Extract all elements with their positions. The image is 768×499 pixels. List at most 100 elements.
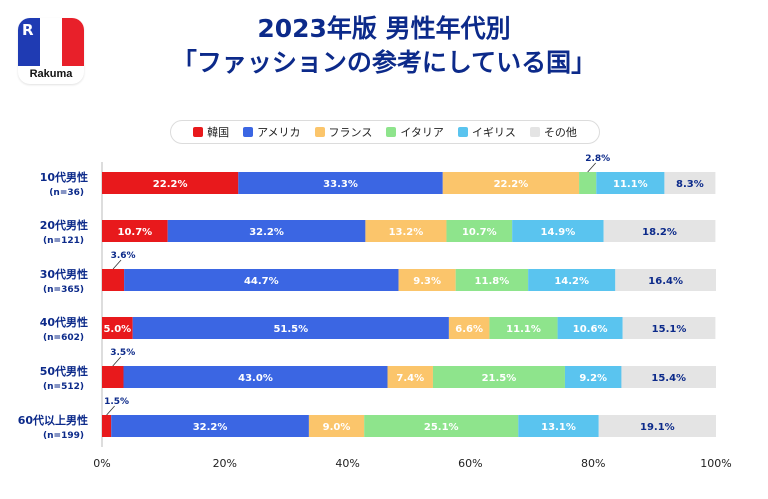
bar-segment-usa [111, 415, 309, 437]
data-label: 10.7% [462, 227, 497, 238]
data-label: 9.0% [323, 422, 351, 433]
data-label: 32.2% [249, 227, 284, 238]
category-label: 20代男性 [40, 218, 88, 232]
bar-segment-korea [102, 172, 239, 194]
legend-label: イギリス [471, 126, 516, 139]
legend-label: その他 [543, 126, 577, 139]
bar-segment-france [448, 317, 490, 339]
logo-letter: R [22, 21, 34, 39]
bar-segment-other [598, 415, 716, 437]
bar-segment-italy [455, 269, 529, 291]
data-label: 13.2% [389, 227, 424, 238]
data-label: 13.1% [541, 422, 576, 433]
x-tick-label: 0% [93, 457, 110, 470]
data-label: 5.0% [103, 324, 131, 335]
data-label: 7.4% [396, 373, 424, 384]
legend-swatch [243, 127, 254, 137]
title-line-1: 2023年版 男性年代別 [257, 14, 511, 43]
bar-segment-other [615, 269, 716, 291]
data-label: 43.0% [238, 373, 273, 384]
bar-segment-other [622, 317, 716, 339]
bar-segment-france [387, 366, 433, 388]
callout-line [587, 162, 596, 173]
category-n-label: (n=36) [49, 188, 84, 198]
bar-segment-france [398, 269, 456, 291]
bar-segment-uk [557, 317, 623, 339]
category-n-label: (n=512) [43, 382, 84, 392]
bar-segment-korea [102, 269, 125, 291]
data-label: 8.3% [676, 179, 704, 190]
data-label: 6.6% [455, 324, 483, 335]
bar-segment-other [664, 172, 716, 194]
bar-segment-france [308, 415, 365, 437]
legend-swatch [529, 127, 540, 137]
legend-item-usa: アメリカ [243, 124, 301, 140]
data-label: 1.5% [104, 397, 129, 407]
bar-segment-other [603, 220, 716, 242]
legend-item-uk: イギリス [457, 124, 516, 140]
legend-item-other: その他 [529, 124, 577, 140]
legend: 韓国 アメリカ フランス イタリア イギリス その他 [170, 120, 600, 144]
data-label: 16.4% [648, 276, 683, 287]
data-label: 21.5% [482, 373, 517, 384]
data-label: 22.2% [494, 179, 529, 190]
data-label: 2.8% [585, 154, 610, 164]
category-label: 30代男性 [40, 267, 88, 281]
bar-segment-uk [512, 220, 604, 242]
category-label: 10代男性 [40, 170, 88, 184]
callout-line [112, 259, 122, 270]
legend-swatch [193, 127, 204, 137]
bar-segment-uk [596, 172, 665, 194]
data-label: 15.1% [652, 324, 687, 335]
legend-label: フランス [328, 126, 373, 139]
data-label: 22.2% [153, 179, 188, 190]
bar-segment-france [442, 172, 580, 194]
data-label: 44.7% [244, 276, 279, 287]
x-tick-label: 40% [335, 457, 359, 470]
legend-label: イタリア [400, 126, 444, 139]
data-label: 33.3% [323, 179, 358, 190]
bar-segment-uk [528, 269, 616, 291]
x-tick-label: 100% [700, 457, 731, 470]
legend-swatch [386, 127, 397, 137]
bar-segment-italy [432, 366, 565, 388]
data-label: 14.9% [541, 227, 576, 238]
logo-text: Rakuma [29, 68, 73, 80]
bar-segment-france [365, 220, 447, 242]
callout-line [106, 405, 115, 416]
bar-segment-usa [132, 317, 449, 339]
data-label: 11.1% [506, 324, 541, 335]
callout-line [112, 356, 122, 367]
data-label: 9.2% [579, 373, 607, 384]
bar-segment-uk [564, 366, 622, 388]
bar-segment-italy [446, 220, 513, 242]
bar-segment-usa [124, 269, 399, 291]
legend-swatch [314, 127, 325, 137]
rakuma-logo: R Rakuma [18, 18, 84, 84]
legend-item-korea: 韓国 [193, 124, 229, 140]
category-label: 60代以上男性 [18, 413, 88, 427]
legend-swatch [457, 127, 468, 137]
x-tick-label: 80% [581, 457, 605, 470]
category-n-label: (n=121) [43, 236, 84, 246]
category-n-label: (n=199) [43, 431, 84, 441]
data-label: 11.8% [475, 276, 510, 287]
chart-title: 2023年版 男性年代別 「ファッションの参考にしている国」 [0, 12, 768, 80]
data-label: 14.2% [554, 276, 589, 287]
category-n-label: (n=365) [43, 285, 84, 295]
title-line-2: 「ファッションの参考にしている国」 [171, 48, 597, 77]
data-label: 11.1% [613, 179, 648, 190]
bar-segment-korea [102, 220, 168, 242]
data-label: 18.2% [642, 227, 677, 238]
bar-segment-korea [102, 366, 124, 388]
bar-segment-other [621, 366, 716, 388]
data-label: 9.3% [413, 276, 441, 287]
bar-segment-korea [102, 415, 112, 437]
category-n-label: (n=602) [43, 333, 84, 343]
flag-icon [18, 18, 84, 66]
data-label: 51.5% [273, 324, 308, 335]
data-label: 10.7% [117, 227, 152, 238]
legend-item-france: フランス [314, 124, 373, 140]
data-label: 15.4% [651, 373, 686, 384]
